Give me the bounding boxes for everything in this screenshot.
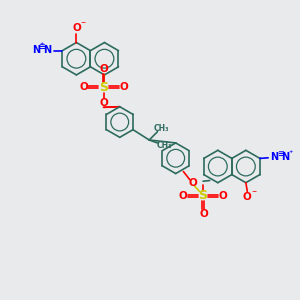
Text: O: O bbox=[119, 82, 128, 92]
Text: ⁺: ⁺ bbox=[40, 41, 44, 50]
Text: N: N bbox=[32, 45, 40, 55]
Text: N: N bbox=[271, 152, 279, 162]
Text: O: O bbox=[243, 192, 252, 202]
Text: S: S bbox=[199, 189, 208, 203]
Text: O: O bbox=[73, 23, 81, 33]
Text: S: S bbox=[99, 81, 108, 94]
Text: O: O bbox=[99, 98, 108, 109]
Text: ≡: ≡ bbox=[277, 149, 284, 158]
Text: N: N bbox=[43, 45, 51, 55]
Text: O: O bbox=[79, 82, 88, 92]
Text: O: O bbox=[199, 209, 208, 219]
Text: ⁻: ⁻ bbox=[251, 189, 257, 199]
Text: ⁻: ⁻ bbox=[80, 20, 86, 30]
Text: O: O bbox=[219, 191, 227, 201]
Text: ≡: ≡ bbox=[38, 42, 45, 51]
Text: O: O bbox=[188, 178, 197, 188]
Text: CH₃: CH₃ bbox=[154, 124, 169, 133]
Text: O: O bbox=[99, 64, 108, 74]
Text: N: N bbox=[281, 152, 289, 162]
Text: O: O bbox=[179, 191, 188, 201]
Text: ⁺: ⁺ bbox=[288, 148, 293, 158]
Text: CH₃: CH₃ bbox=[156, 141, 172, 150]
